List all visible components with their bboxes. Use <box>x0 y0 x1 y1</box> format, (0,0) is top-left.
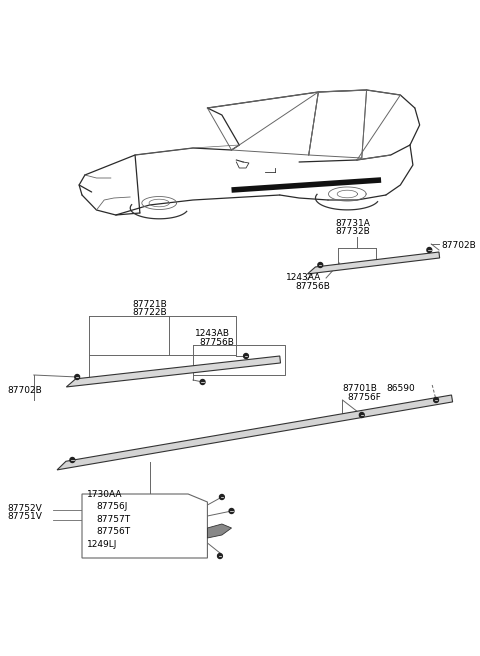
Text: 87756B: 87756B <box>295 282 330 291</box>
Text: 87757T: 87757T <box>96 515 131 524</box>
Text: 1243AA: 1243AA <box>286 273 321 282</box>
Text: 87732B: 87732B <box>336 227 371 236</box>
Circle shape <box>243 354 249 358</box>
Polygon shape <box>82 494 207 558</box>
Text: 87721B: 87721B <box>132 300 167 309</box>
Circle shape <box>217 554 222 558</box>
Circle shape <box>318 262 323 268</box>
Text: 87702B: 87702B <box>441 241 476 249</box>
Polygon shape <box>66 356 280 387</box>
Text: 1730AA: 1730AA <box>87 490 122 499</box>
Text: 87756F: 87756F <box>348 393 381 402</box>
Polygon shape <box>308 252 440 274</box>
Text: 87756T: 87756T <box>96 527 131 536</box>
Circle shape <box>360 413 364 417</box>
Circle shape <box>219 495 224 499</box>
Circle shape <box>433 398 438 403</box>
Text: 86590: 86590 <box>386 384 415 393</box>
Circle shape <box>229 508 234 514</box>
Circle shape <box>427 247 432 253</box>
Circle shape <box>200 380 205 384</box>
Text: 87702B: 87702B <box>8 386 42 395</box>
Circle shape <box>75 375 80 380</box>
Text: 1249LJ: 1249LJ <box>87 540 117 549</box>
Text: 87731A: 87731A <box>336 219 371 228</box>
Text: 87722B: 87722B <box>132 308 167 317</box>
Text: 87751V: 87751V <box>8 512 43 521</box>
Text: 87701B: 87701B <box>343 384 377 393</box>
Polygon shape <box>57 395 453 470</box>
Text: 1243AB: 1243AB <box>195 329 230 338</box>
Circle shape <box>70 457 75 462</box>
Text: 87752V: 87752V <box>8 504 42 513</box>
Text: 87756J: 87756J <box>96 502 128 511</box>
Text: 87756B: 87756B <box>200 338 235 347</box>
Polygon shape <box>207 524 231 538</box>
